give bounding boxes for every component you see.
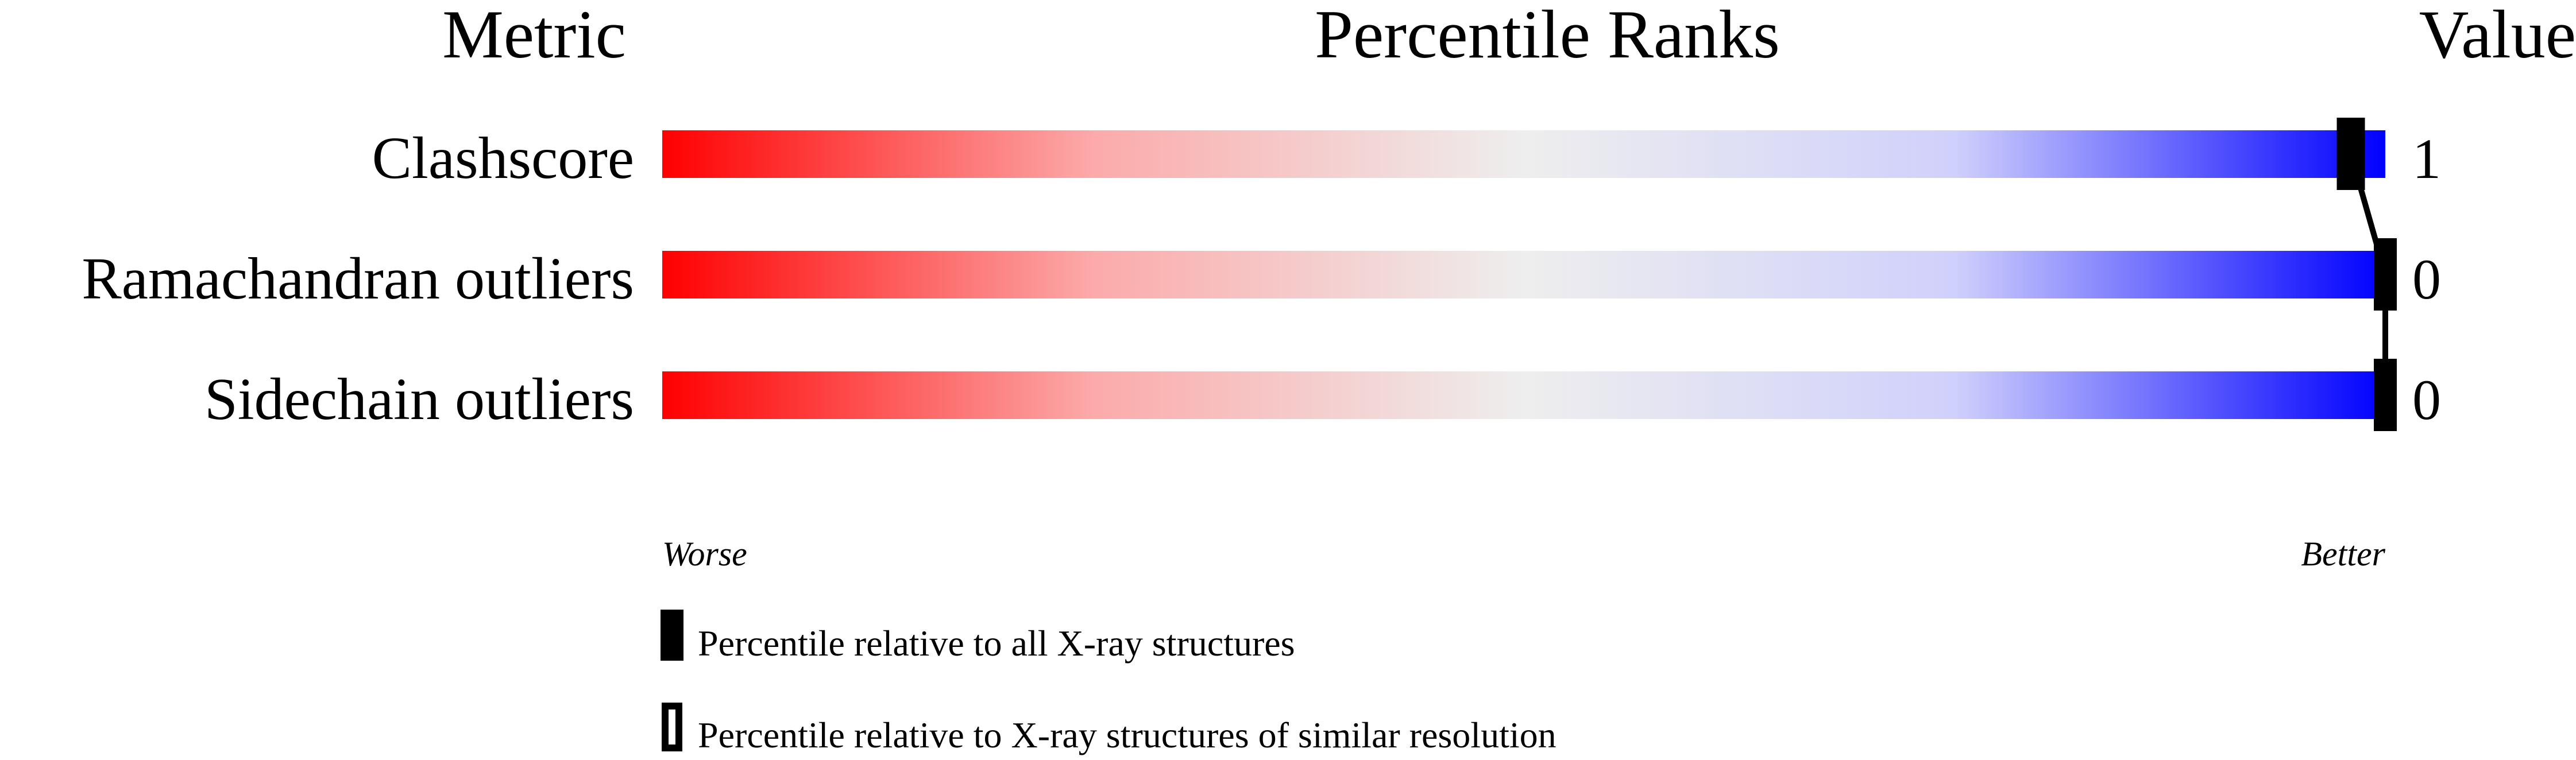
metric-value: 0 <box>2412 247 2441 311</box>
header-value: Value <box>2419 0 2576 72</box>
metric-label: Sidechain outliers <box>204 366 634 432</box>
percentile-marker <box>2374 359 2397 431</box>
percentile-marker <box>2374 238 2397 311</box>
legend-outline-marker-icon <box>662 703 682 751</box>
legend-label-all: Percentile relative to all X-ray structu… <box>698 623 1295 664</box>
percentile-bar <box>662 130 2385 178</box>
percentile-bar <box>662 251 2385 298</box>
metric-value: 0 <box>2412 368 2441 432</box>
legend-label-similar: Percentile relative to X-ray structures … <box>698 715 1557 755</box>
worse-label: Worse <box>662 535 747 573</box>
legend-filled-marker-icon <box>661 610 683 661</box>
metric-label: Ramachandran outliers <box>82 246 634 312</box>
percentile-marker <box>2336 118 2365 190</box>
percentile-bar <box>662 371 2385 419</box>
header-percentile-ranks: Percentile Ranks <box>1315 0 1780 72</box>
metric-value: 1 <box>2412 127 2441 191</box>
header-metric: Metric <box>442 0 626 72</box>
metric-label: Clashscore <box>372 125 634 191</box>
better-label: Better <box>2301 535 2385 573</box>
